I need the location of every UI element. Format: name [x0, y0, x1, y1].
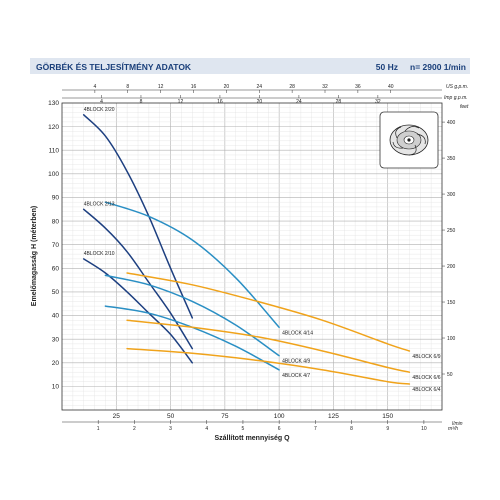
curve-label-4block-2-13: 4BLOCK 2/13: [84, 201, 115, 207]
feet-tick-label: 150: [447, 300, 456, 306]
curve-4block-2-20: [82, 114, 194, 319]
m3h-tick-label: 9: [386, 426, 389, 432]
m3h-tick-label: 5: [242, 426, 245, 432]
curve-label-4block-2-20: 4BLOCK 2/20: [84, 107, 115, 113]
curve-4block-6-6: [126, 319, 411, 373]
us-gpm-tick-label: 24: [256, 84, 262, 90]
x-tick-label: 125: [328, 413, 339, 420]
m3h-tick-label: 4: [205, 426, 208, 432]
feet-tick-label: 400: [447, 120, 456, 126]
us-gpm-tick-label: 36: [355, 84, 361, 90]
m3h-tick-label: 8: [350, 426, 353, 432]
plot-frame: [61, 102, 443, 411]
y-tick-label: 60: [52, 266, 60, 273]
imp-gpm-tick-label: 12: [178, 99, 184, 105]
x-tick-label: 100: [274, 413, 285, 420]
y-tick-label: 30: [52, 336, 60, 343]
feet-tick-label: 300: [447, 192, 456, 198]
curve-4block-2-13: [82, 208, 194, 350]
us-gpm-tick-label: 16: [191, 84, 197, 90]
feet-tick-label: 100: [447, 336, 456, 342]
x-tick-label: 150: [382, 413, 393, 420]
m3h-tick-label: 7: [314, 426, 317, 432]
feet-tick-label: 250: [447, 228, 456, 234]
y-tick-label: 50: [52, 289, 60, 296]
y-tick-label: 10: [52, 384, 60, 391]
y-tick-label: 40: [52, 313, 60, 320]
right-axis-unit: feet: [460, 104, 469, 110]
imp-gpm-tick-label: 8: [140, 99, 143, 105]
curve-label-4block-4-7: 4BLOCK 4/7: [282, 373, 310, 379]
curve-4block-6-4: [126, 347, 411, 385]
curve-4block-2-10: [82, 258, 194, 364]
impeller-illustration: [379, 111, 439, 169]
feet-tick-label: 50: [447, 372, 453, 378]
us-gpm-tick-label: 8: [126, 84, 129, 90]
imp-gpm-tick-label: 32: [375, 99, 381, 105]
curve-4block-4-9: [104, 274, 280, 357]
us-gpm-tick-label: 4: [93, 84, 96, 90]
header-frequency: 50 Hz: [376, 62, 398, 72]
pump-curves: [82, 114, 411, 385]
header-speed: n= 2900 1/min: [410, 62, 466, 72]
x-tick-label: 75: [221, 413, 229, 420]
y-tick-label: 110: [49, 147, 60, 154]
y-tick-label: 120: [48, 124, 59, 131]
grid-lines: [62, 103, 442, 410]
m3h-tick-label: 6: [278, 426, 281, 432]
y-tick-label: 70: [52, 242, 60, 249]
curve-label-4block-4-14: 4BLOCK 4/14: [282, 330, 313, 336]
imp-gpm-tick-label: 4: [100, 99, 103, 105]
m3h-tick-label: 10: [421, 426, 427, 432]
y-tick-label: 80: [52, 218, 60, 225]
us-gpm-tick-label: 28: [289, 84, 295, 90]
chart-title: GÖRBÉK ÉS TELJESÍTMÉNY ADATOK: [36, 62, 192, 72]
m3h-tick-label: 3: [169, 426, 172, 432]
m3h-axis-unit: m³/h: [448, 426, 458, 432]
y-tick-label: 100: [48, 171, 59, 178]
curve-label-4block-6-9: 4BLOCK 6/9: [412, 354, 440, 360]
imp-gpm-tick-label: 20: [257, 99, 263, 105]
header-bar: [30, 58, 470, 74]
curve-label-4block-4-9: 4BLOCK 4/9: [282, 359, 310, 365]
feet-tick-label: 200: [447, 264, 456, 270]
us-gpm-unit: US g.p.m.: [446, 84, 468, 90]
x-tick-label: 50: [167, 413, 175, 420]
x-axis-unit: l/min: [452, 421, 463, 427]
imp-gpm-tick-label: 24: [296, 99, 302, 105]
y-tick-label: 130: [48, 100, 59, 107]
imp-gpm-tick-label: 28: [336, 99, 342, 105]
curve-labels: 4BLOCK 2/20 4BLOCK 2/13 4BLOCK 2/10 4BLOCK …: [84, 107, 441, 393]
x-tick-label: 25: [113, 413, 121, 420]
y-tick-label: 20: [52, 360, 60, 367]
x-axis-title: Szállított mennyiség Q: [214, 435, 290, 442]
us-gpm-tick-label: 20: [224, 84, 230, 90]
m3h-tick-label: 1: [97, 426, 100, 432]
us-gpm-tick-label: 12: [158, 84, 164, 90]
y-tick-label: 90: [52, 195, 60, 202]
m3h-tick-label: 2: [133, 426, 136, 432]
curve-label-4block-6-6: 4BLOCK 6/6: [412, 375, 440, 381]
curve-label-4block-2-10: 4BLOCK 2/10: [84, 251, 115, 257]
curve-label-4block-6-4: 4BLOCK 6/4: [412, 387, 440, 393]
feet-tick-label: 350: [447, 156, 456, 162]
us-gpm-tick-label: 32: [322, 84, 328, 90]
y-axis-title: Emelőmagasság H (méterben): [31, 206, 38, 306]
us-gpm-tick-label: 40: [388, 84, 394, 90]
imp-gpm-unit: Imp g.p.m.: [444, 95, 468, 101]
curve-4block-6-9: [126, 272, 411, 352]
curve-4block-4-14: [104, 201, 280, 329]
imp-gpm-tick-label: 16: [217, 99, 223, 105]
